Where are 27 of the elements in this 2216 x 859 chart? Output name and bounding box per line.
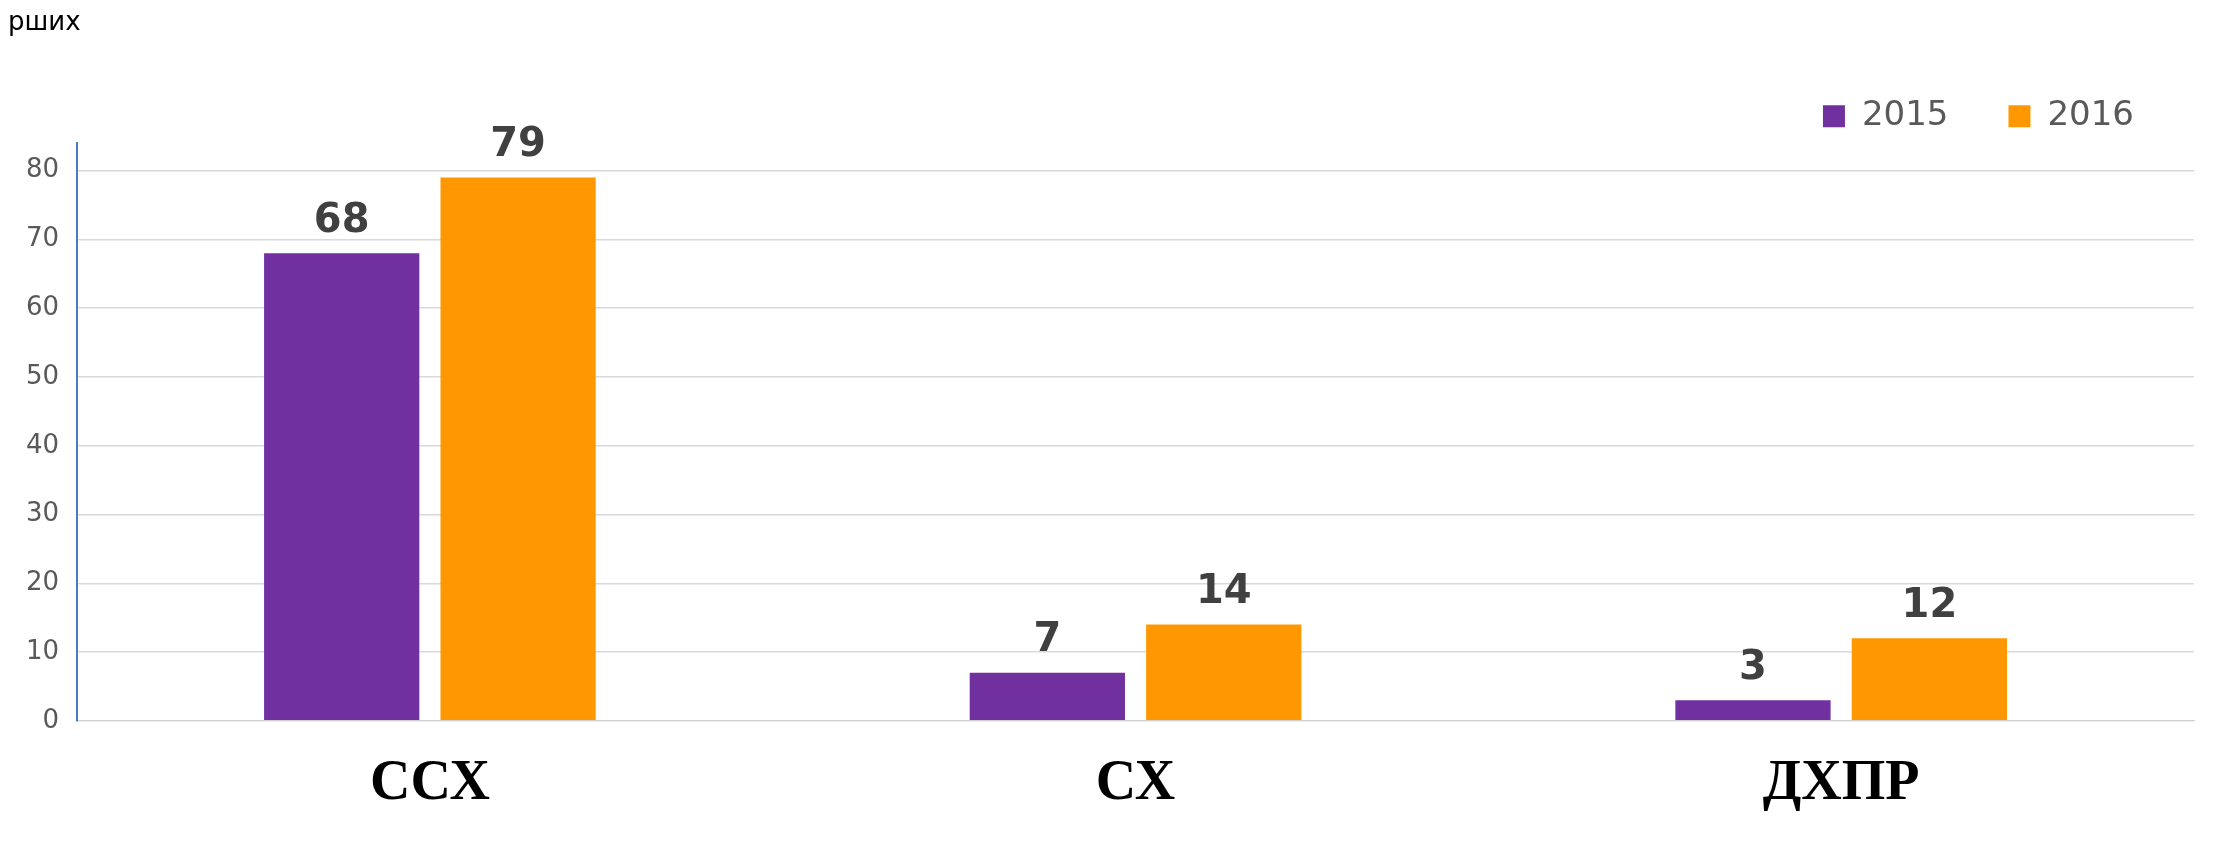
y-tick-label: 80 <box>25 153 60 184</box>
bar <box>264 253 420 721</box>
bar <box>440 177 596 721</box>
legend-label: 2015 <box>1861 93 1949 134</box>
y-tick-label: 70 <box>25 222 60 253</box>
x-tick-label: ССХ <box>369 748 490 811</box>
bar <box>1146 624 1302 721</box>
data-label: 3 <box>1739 641 1767 688</box>
data-label: 68 <box>313 194 370 241</box>
data-label: 79 <box>490 118 546 165</box>
y-tick-label: 20 <box>25 566 60 597</box>
bar <box>969 672 1125 721</box>
legend-label: 2016 <box>2047 93 2134 134</box>
y-tick-label: 10 <box>25 634 60 665</box>
x-tick-label: СХ <box>1095 748 1176 811</box>
y-tick-label: 30 <box>25 497 60 528</box>
data-label: 12 <box>1901 579 1958 626</box>
bar <box>1851 638 2008 721</box>
y-tick-label: 40 <box>25 428 60 459</box>
bar <box>1675 700 1831 721</box>
y-tick-label: 50 <box>25 359 60 390</box>
data-label: 14 <box>1195 565 1252 612</box>
y-tick-label: 0 <box>42 703 60 734</box>
data-label: 7 <box>1033 614 1062 661</box>
chart-title: рших <box>8 6 81 37</box>
x-tick-label: ДХПР <box>1762 748 1920 811</box>
y-tick-label: 60 <box>25 290 60 321</box>
